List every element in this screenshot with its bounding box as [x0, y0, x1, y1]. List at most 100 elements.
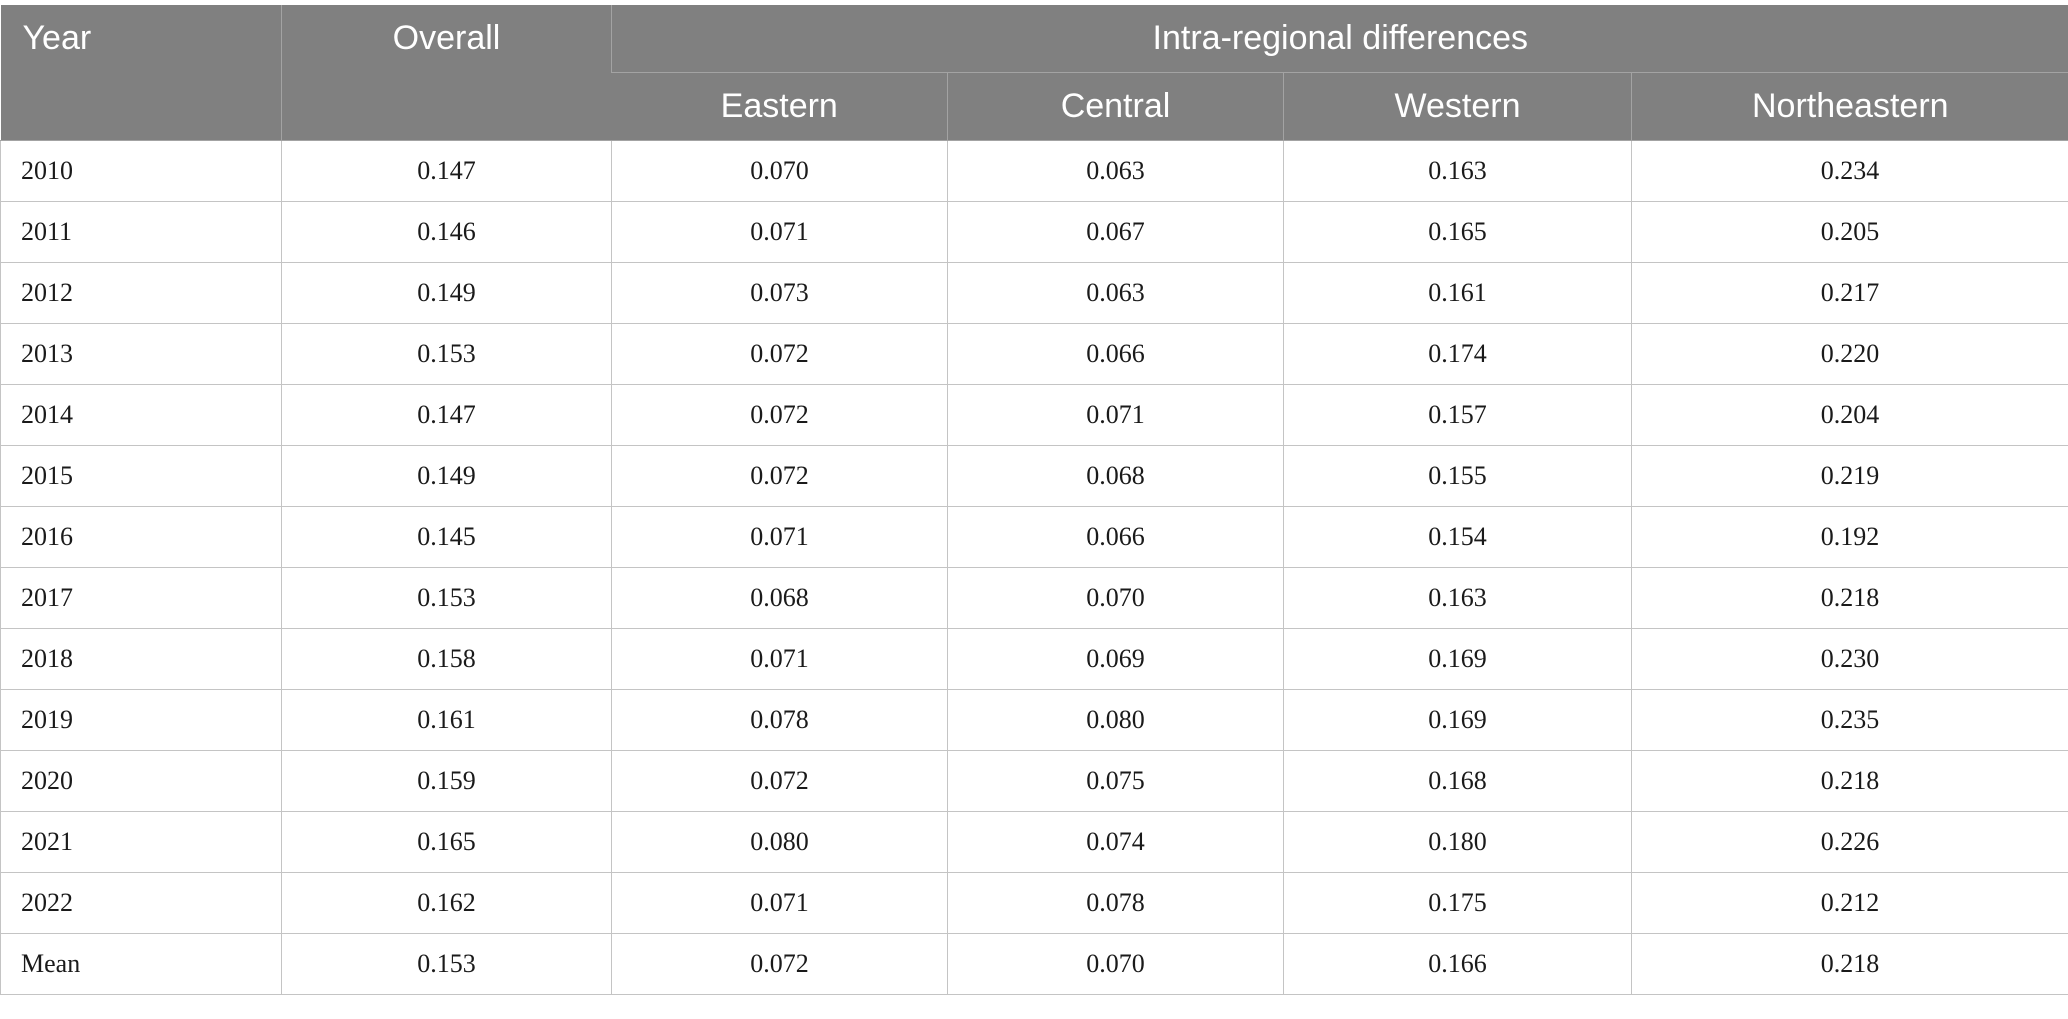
- table-row: 2022 0.162 0.071 0.078 0.175 0.212: [0, 872, 2068, 934]
- header-eastern: Eastern: [611, 72, 948, 141]
- cell-central: 0.075: [947, 750, 1284, 812]
- cell-central: 0.071: [947, 384, 1284, 446]
- cell-central: 0.078: [947, 872, 1284, 934]
- table-row: 2011 0.146 0.071 0.067 0.165 0.205: [0, 201, 2068, 263]
- cell-overall: 0.145: [281, 506, 612, 568]
- table-row: 2020 0.159 0.072 0.075 0.168 0.218: [0, 750, 2068, 812]
- cell-overall: 0.146: [281, 201, 612, 263]
- cell-western: 0.169: [1283, 689, 1632, 751]
- header-intra-regional-group: Intra-regional differences: [610, 5, 2068, 73]
- cell-central: 0.063: [947, 140, 1284, 202]
- cell-central: 0.069: [947, 628, 1284, 690]
- cell-northeastern: 0.234: [1630, 140, 2068, 202]
- header-overall: Overall: [281, 5, 612, 141]
- cell-northeastern: 0.230: [1630, 628, 2068, 690]
- cell-northeastern: 0.204: [1630, 384, 2068, 446]
- cell-northeastern: 0.219: [1630, 445, 2068, 507]
- cell-year: 2017: [0, 567, 282, 629]
- cell-western: 0.168: [1283, 750, 1632, 812]
- cell-overall: 0.149: [281, 445, 612, 507]
- header-northeastern: Northeastern: [1630, 72, 2068, 141]
- table-row: 2019 0.161 0.078 0.080 0.169 0.235: [0, 689, 2068, 751]
- header-western: Western: [1283, 72, 1632, 141]
- cell-eastern: 0.078: [611, 689, 948, 751]
- cell-western: 0.161: [1283, 262, 1632, 324]
- cell-northeastern: 0.205: [1630, 201, 2068, 263]
- cell-eastern: 0.072: [611, 323, 948, 385]
- cell-western: 0.163: [1283, 140, 1632, 202]
- cell-northeastern: 0.218: [1630, 567, 2068, 629]
- cell-western: 0.174: [1283, 323, 1632, 385]
- cell-northeastern: 0.226: [1630, 811, 2068, 873]
- cell-year: 2011: [0, 201, 282, 263]
- cell-western: 0.157: [1283, 384, 1632, 446]
- cell-western: 0.166: [1283, 933, 1632, 995]
- cell-western: 0.165: [1283, 201, 1632, 263]
- table-row: Mean 0.153 0.072 0.070 0.166 0.218: [0, 933, 2068, 995]
- cell-overall: 0.162: [281, 872, 612, 934]
- cell-central: 0.066: [947, 323, 1284, 385]
- header-central: Central: [947, 72, 1284, 141]
- cell-year: 2015: [0, 445, 282, 507]
- cell-western: 0.163: [1283, 567, 1632, 629]
- cell-western: 0.169: [1283, 628, 1632, 690]
- cell-overall: 0.165: [281, 811, 612, 873]
- cell-central: 0.063: [947, 262, 1284, 324]
- cell-overall: 0.147: [281, 140, 612, 202]
- cell-eastern: 0.072: [611, 384, 948, 446]
- header-year: Year: [0, 5, 282, 141]
- cell-northeastern: 0.212: [1630, 872, 2068, 934]
- cell-western: 0.155: [1283, 445, 1632, 507]
- table-row: 2010 0.147 0.070 0.063 0.163 0.234: [0, 140, 2068, 202]
- cell-western: 0.180: [1283, 811, 1632, 873]
- cell-eastern: 0.072: [611, 750, 948, 812]
- cell-year: 2020: [0, 750, 282, 812]
- cell-eastern: 0.080: [611, 811, 948, 873]
- cell-western: 0.175: [1283, 872, 1632, 934]
- table-row: 2015 0.149 0.072 0.068 0.155 0.219: [0, 445, 2068, 507]
- cell-eastern: 0.072: [611, 445, 948, 507]
- table-row: 2016 0.145 0.071 0.066 0.154 0.192: [0, 506, 2068, 568]
- table-row: 2014 0.147 0.072 0.071 0.157 0.204: [0, 384, 2068, 446]
- cell-eastern: 0.073: [611, 262, 948, 324]
- cell-overall: 0.158: [281, 628, 612, 690]
- table-body: 2010 0.147 0.070 0.063 0.163 0.234 2011 0.146 0.…: [0, 140, 2068, 995]
- cell-year: 2022: [0, 872, 282, 934]
- cell-year: 2018: [0, 628, 282, 690]
- table-header: Year Overall Intra-regional differences …: [0, 5, 2068, 141]
- cell-overall: 0.149: [281, 262, 612, 324]
- cell-northeastern: 0.192: [1630, 506, 2068, 568]
- cell-northeastern: 0.235: [1630, 689, 2068, 751]
- cell-year: 2012: [0, 262, 282, 324]
- cell-northeastern: 0.217: [1630, 262, 2068, 324]
- cell-northeastern: 0.218: [1630, 933, 2068, 995]
- cell-central: 0.068: [947, 445, 1284, 507]
- cell-overall: 0.153: [281, 567, 612, 629]
- cell-eastern: 0.071: [611, 201, 948, 263]
- cell-year: 2014: [0, 384, 282, 446]
- cell-northeastern: 0.220: [1630, 323, 2068, 385]
- cell-year: Mean: [0, 933, 282, 995]
- cell-year: 2019: [0, 689, 282, 751]
- cell-eastern: 0.071: [611, 506, 948, 568]
- table-row: 2018 0.158 0.071 0.069 0.169 0.230: [0, 628, 2068, 690]
- table-row: 2021 0.165 0.080 0.074 0.180 0.226: [0, 811, 2068, 873]
- cell-year: 2010: [0, 140, 282, 202]
- cell-overall: 0.159: [281, 750, 612, 812]
- cell-year: 2016: [0, 506, 282, 568]
- cell-overall: 0.161: [281, 689, 612, 751]
- cell-year: 2013: [0, 323, 282, 385]
- cell-overall: 0.153: [281, 933, 612, 995]
- cell-eastern: 0.072: [611, 933, 948, 995]
- cell-overall: 0.153: [281, 323, 612, 385]
- cell-central: 0.066: [947, 506, 1284, 568]
- data-table: Year Overall Intra-regional differences …: [0, 5, 2068, 995]
- cell-central: 0.070: [947, 567, 1284, 629]
- table-row: 2012 0.149 0.073 0.063 0.161 0.217: [0, 262, 2068, 324]
- cell-central: 0.074: [947, 811, 1284, 873]
- cell-central: 0.070: [947, 933, 1284, 995]
- cell-eastern: 0.071: [611, 628, 948, 690]
- cell-northeastern: 0.218: [1630, 750, 2068, 812]
- cell-western: 0.154: [1283, 506, 1632, 568]
- cell-overall: 0.147: [281, 384, 612, 446]
